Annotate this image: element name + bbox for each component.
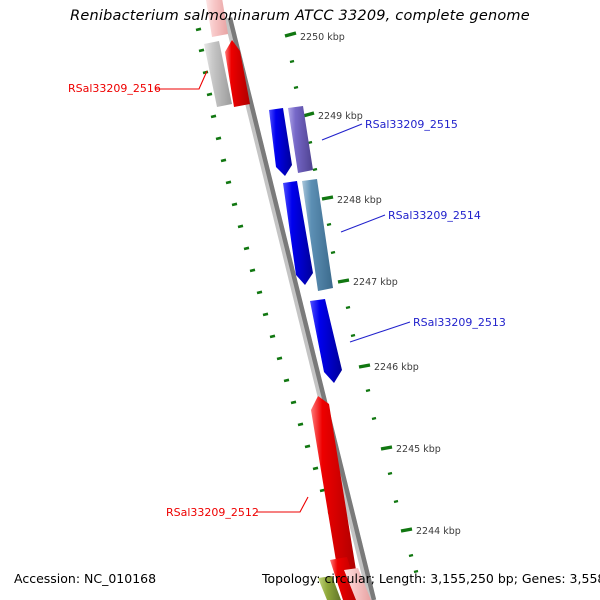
ruler-major-tick (302, 111, 315, 118)
tick-2245-label: 2245 kbp (396, 444, 441, 455)
ruler-minor-tick (269, 334, 276, 339)
gene-feature-2514-steel[interactable] (302, 179, 333, 291)
ruler-minor-tick (290, 400, 297, 405)
ruler-minor-tick (202, 70, 209, 75)
ruler-minor-tick (312, 466, 319, 471)
tick-2250-label: 2250 kbp (300, 32, 345, 43)
ruler-minor-tick (210, 114, 217, 119)
gene-feature-top-pink[interactable] (206, 0, 228, 37)
ruler-minor-tick (256, 290, 263, 295)
ruler-ticks-major (284, 31, 413, 533)
tick-2247-label: 2247 kbp (353, 277, 398, 288)
ruler-major-tick (380, 445, 393, 451)
ruler-minor-tick (249, 268, 256, 273)
genome-backbone-group (224, 17, 377, 600)
ruler-minor-tick (387, 471, 393, 476)
gene-label-2515-leader (321, 123, 363, 141)
ruler-minor-tick (195, 27, 202, 32)
gene-label-group[interactable]: RSal33209_2516 RSal33209_2515 RSal33209_25… (68, 70, 506, 519)
gene-feature-2514-blue[interactable] (283, 181, 313, 285)
gene-label-2512-leader (256, 496, 309, 513)
ruler-major-tick (284, 31, 297, 38)
gene-feature-2516-red[interactable] (225, 40, 250, 107)
gene-feature-2512-red[interactable] (311, 396, 356, 573)
tick-2249-label: 2249 kbp (318, 111, 363, 122)
ruler-minor-tick (283, 378, 290, 383)
page-title: Renibacterium salmoninarum ATCC 33209, c… (70, 8, 530, 24)
ruler-minor-tick (319, 488, 326, 493)
backbone-line (227, 17, 377, 600)
gene-label-2514-leader (340, 214, 386, 233)
ruler-minor-tick (350, 333, 356, 338)
gene-feature-2516-gray[interactable] (204, 41, 232, 107)
ruler-minor-tick (262, 312, 269, 317)
gene-label-2516-leader (155, 70, 208, 90)
tick-2246-label: 2246 kbp (374, 362, 419, 373)
gene-feature-2515-purple[interactable] (288, 106, 313, 173)
ruler-minor-tick (304, 444, 311, 449)
ruler-minor-tick (297, 422, 304, 427)
ruler-minor-tick (225, 180, 232, 185)
ruler-minor-tick (220, 158, 227, 163)
ruler-minor-tick (231, 202, 238, 207)
gene-feature-2513-blue[interactable] (310, 299, 342, 383)
ruler-minor-tick (276, 356, 283, 361)
ruler-major-tick (400, 527, 413, 533)
ruler-major-tick (321, 195, 334, 201)
gene-feature-bottom-olive[interactable] (318, 576, 341, 600)
gene-label-2512[interactable]: RSal33209_2512 (166, 506, 259, 519)
gene-feature-bottom-pink[interactable] (344, 568, 371, 600)
ruler-minor-tick (237, 224, 244, 229)
ruler-minor-tick (413, 569, 419, 574)
ruler-minor-tick (345, 305, 351, 310)
ruler-minor-tick (312, 167, 318, 172)
ruler-ticks-outer (289, 59, 419, 574)
gene-label-2513-leader (349, 321, 411, 343)
ruler-minor-tick (243, 246, 250, 251)
ruler-major-tick (337, 278, 350, 284)
gene-feature-2515-blue[interactable] (269, 108, 292, 176)
gene-label-2516[interactable]: RSal33209_2516 (68, 82, 161, 95)
ruler-minor-tick (371, 416, 377, 421)
gene-features-group[interactable] (204, 0, 371, 600)
tick-2248-label: 2248 kbp (337, 195, 382, 206)
ruler-tick-labels: 2250 kbp 2249 kbp 2248 kbp 2247 kbp 2246 kbp… (300, 32, 461, 537)
ruler-minor-tick (365, 388, 371, 393)
gene-label-2514[interactable]: RSal33209_2514 (388, 209, 481, 222)
gene-label-2515[interactable]: RSal33209_2515 (365, 118, 458, 131)
ruler-minor-tick (408, 553, 414, 558)
ruler-minor-tick (293, 85, 299, 90)
ruler-minor-tick (198, 48, 205, 53)
ruler-minor-tick (330, 250, 336, 255)
ruler-minor-tick (289, 59, 295, 64)
ruler-minor-tick (206, 92, 213, 97)
ruler-minor-tick (326, 222, 332, 227)
ruler-minor-tick (215, 136, 222, 141)
tick-2244-label: 2244 kbp (416, 526, 461, 537)
ruler-major-tick (358, 363, 371, 369)
gene-label-2513[interactable]: RSal33209_2513 (413, 316, 506, 329)
ruler-minor-tick (393, 499, 399, 504)
